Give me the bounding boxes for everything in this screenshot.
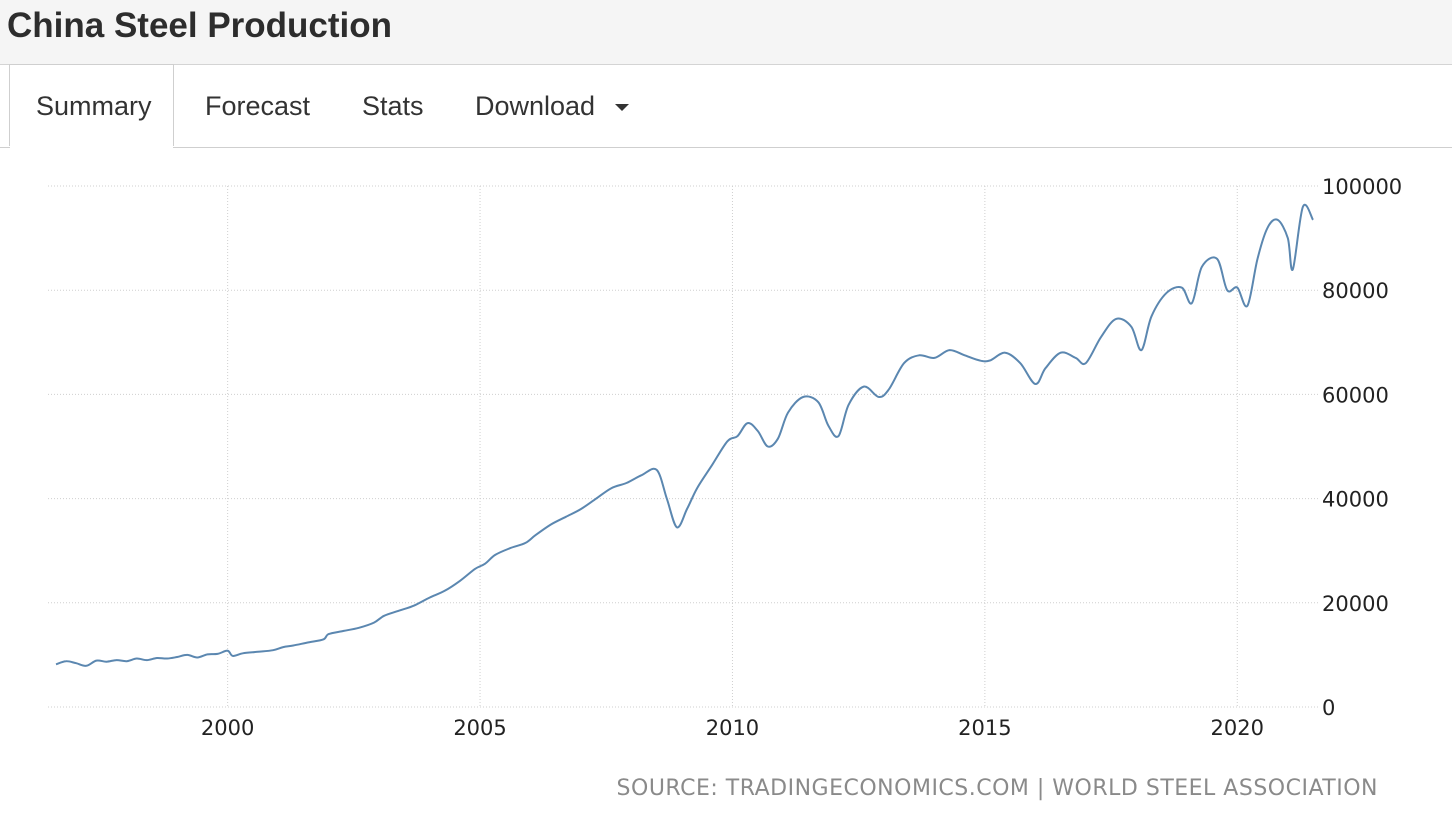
- x-tick-label: 2000: [201, 716, 254, 740]
- y-tick-label: 20000: [1322, 592, 1389, 616]
- tab-summary[interactable]: Summary: [9, 64, 174, 148]
- tab-stats-label: Stats: [362, 91, 424, 121]
- y-tick-label: 80000: [1322, 279, 1389, 303]
- y-tick-label: 40000: [1322, 488, 1389, 512]
- x-tick-label: 2015: [958, 716, 1011, 740]
- steel-production-chart: 0 20000 40000 60000 80000 100000 2000 2005 2010 2…: [48, 175, 1402, 740]
- x-tick-label: 2020: [1211, 716, 1264, 740]
- y-tick-label: 100000: [1322, 175, 1402, 199]
- x-tick-label: 2005: [453, 716, 506, 740]
- tab-bar: Summary Forecast Stats Download: [0, 64, 1452, 148]
- page-header: China Steel Production: [0, 0, 1452, 65]
- tab-forecast-label: Forecast: [205, 91, 311, 121]
- y-tick-label: 60000: [1322, 383, 1389, 407]
- tab-summary-label: Summary: [36, 91, 152, 121]
- tab-forecast[interactable]: Forecast: [205, 65, 310, 147]
- tab-download-label: Download: [475, 91, 596, 121]
- caret-down-icon: [614, 104, 629, 112]
- series-line: [55, 203, 1314, 667]
- tab-download[interactable]: Download: [475, 65, 629, 147]
- page-title: China Steel Production: [7, 6, 393, 45]
- y-tick-label: 0: [1322, 696, 1335, 720]
- x-tick-label: 2010: [706, 716, 759, 740]
- source-credit: SOURCE: TRADINGECONOMICS.COM | WORLD STE…: [616, 776, 1378, 801]
- tab-stats[interactable]: Stats: [362, 65, 424, 147]
